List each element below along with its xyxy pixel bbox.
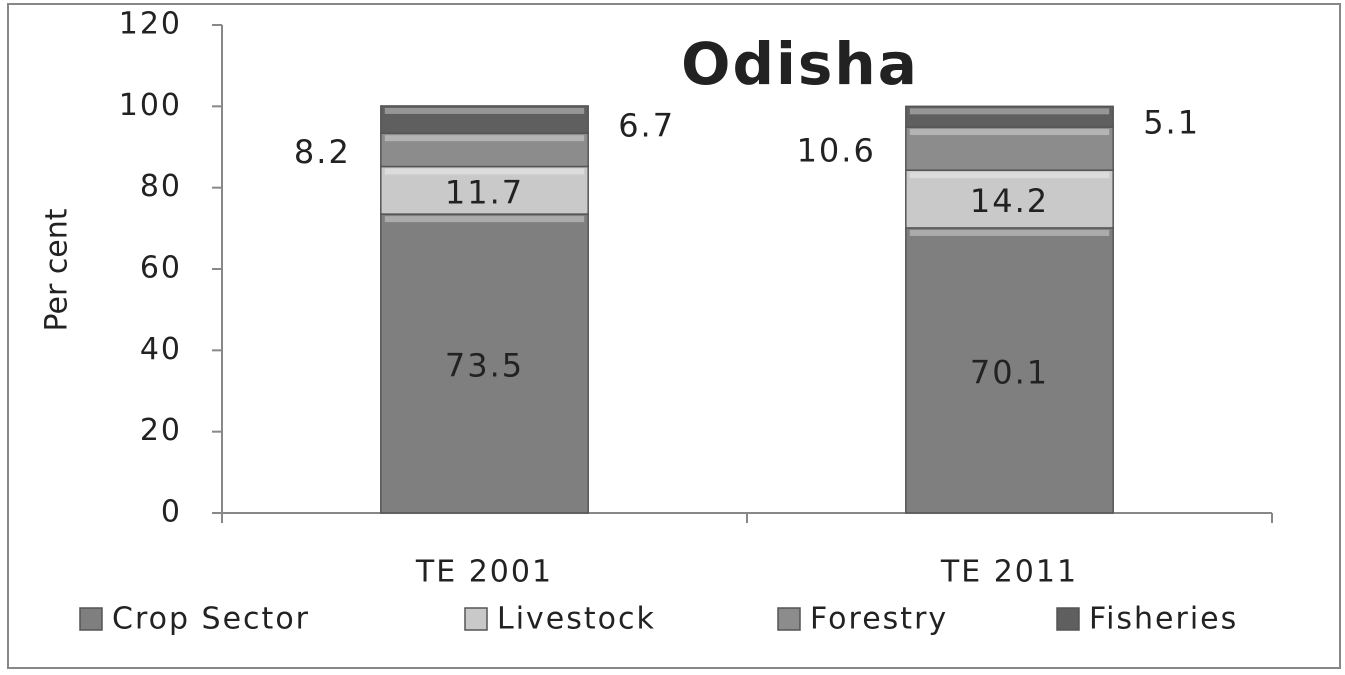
data-label: 73.5 bbox=[445, 347, 524, 385]
data-label: 14.2 bbox=[970, 182, 1049, 220]
bar-highlight bbox=[909, 129, 1110, 136]
bar-segment bbox=[905, 105, 1114, 128]
bar-highlight bbox=[384, 135, 585, 142]
data-label: 8.2 bbox=[294, 133, 351, 171]
bar-highlight bbox=[909, 108, 1110, 115]
bar-segment bbox=[905, 126, 1114, 171]
bar-highlight bbox=[384, 168, 585, 175]
x-tick-label: TE 2011 bbox=[940, 555, 1078, 590]
y-tick-label: 120 bbox=[119, 7, 182, 42]
data-label: 11.7 bbox=[445, 173, 524, 211]
chart-title: Odisha bbox=[681, 30, 919, 98]
bar-segment bbox=[905, 227, 1114, 514]
bar-highlight bbox=[909, 229, 1110, 236]
bar-segment bbox=[380, 213, 589, 514]
bar-highlight bbox=[384, 107, 585, 114]
legend-label: Crop Sector bbox=[112, 602, 310, 637]
legend-swatch bbox=[1056, 607, 1080, 631]
chart-frame bbox=[7, 3, 1341, 669]
y-axis-label: Per cent bbox=[40, 208, 75, 331]
data-label: 5.1 bbox=[1143, 104, 1200, 142]
x-tick-label: TE 2001 bbox=[415, 555, 553, 590]
bar-segment bbox=[380, 105, 589, 134]
y-tick-label: 0 bbox=[161, 495, 182, 530]
y-tick-label: 80 bbox=[140, 169, 182, 204]
legend-swatch bbox=[777, 607, 801, 631]
legend-label: Fisheries bbox=[1089, 602, 1238, 637]
y-tick-label: 40 bbox=[140, 332, 182, 367]
y-tick-label: 100 bbox=[119, 88, 182, 123]
legend-label: Forestry bbox=[810, 602, 948, 637]
legend-swatch bbox=[79, 607, 103, 631]
legend-swatch bbox=[464, 607, 488, 631]
data-label: 70.1 bbox=[970, 353, 1049, 391]
y-tick-label: 60 bbox=[140, 251, 182, 286]
legend-label: Livestock bbox=[497, 602, 656, 637]
bar-highlight bbox=[909, 172, 1110, 179]
y-tick-label: 20 bbox=[140, 413, 182, 448]
data-label: 10.6 bbox=[797, 132, 876, 170]
bar-highlight bbox=[384, 216, 585, 223]
data-label: 6.7 bbox=[618, 107, 675, 145]
